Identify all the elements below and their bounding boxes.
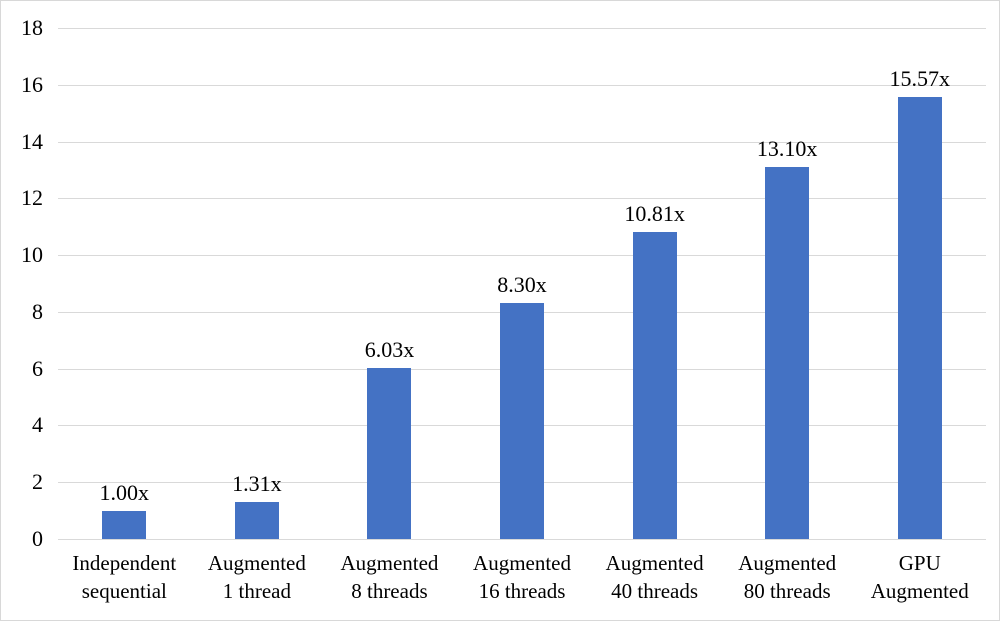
bar: [234, 501, 279, 539]
bar: [897, 97, 942, 539]
bar: [632, 232, 677, 539]
x-tick-label: Independent sequential: [72, 551, 177, 603]
bar-slot: 1.00x: [58, 28, 191, 539]
x-tick-label: Augmented 80 threads: [738, 551, 837, 603]
value-label: 8.30x: [497, 272, 547, 298]
value-label: 10.81x: [624, 201, 685, 227]
value-label: 6.03x: [364, 336, 415, 362]
x-tick-label: Augmented 16 threads: [473, 551, 572, 603]
bar: [500, 303, 545, 539]
gridline: [58, 198, 986, 200]
bars-container: 1.00x 1.31x 6.03x 8.30x 10.81x 13.10x 15.57x: [58, 28, 986, 539]
y-tick-label: 8: [32, 298, 43, 324]
x-axis-line: [58, 539, 986, 540]
x-tick-label: Augmented 8 threads: [340, 551, 439, 603]
y-tick-label: 12: [21, 185, 43, 211]
x-axis: Independent sequential Augmented 1 thread…: [58, 549, 986, 605]
gridline: [58, 84, 986, 86]
value-label: 1.31x: [232, 470, 282, 496]
x-tick-label: Augmented 1 thread: [207, 551, 306, 603]
x-tick-label: Augmented 40 threads: [605, 551, 704, 603]
bar-slot: 15.57x: [853, 28, 986, 539]
gridline: [58, 141, 986, 143]
y-axis: 0 2 4 6 8 10 12 14 16 18: [1, 17, 43, 550]
gridline: [58, 255, 986, 257]
value-label: 1.00x: [99, 479, 150, 505]
gridline: [58, 28, 986, 29]
x-tick-label: GPU Augmented: [870, 551, 969, 603]
y-tick-label: 4: [32, 412, 43, 438]
y-tick-label: 2: [32, 469, 43, 495]
bar: [102, 510, 147, 539]
bar-slot: 13.10x: [721, 28, 854, 539]
bar-slot: 8.30x: [456, 28, 589, 539]
bar-slot: 1.31x: [191, 28, 324, 539]
y-tick-label: 16: [21, 71, 43, 97]
value-label: 15.57x: [889, 66, 951, 91]
bar-slot: 10.81x: [588, 28, 721, 539]
value-label: 13.10x: [756, 136, 818, 162]
y-tick-label: 14: [21, 128, 43, 154]
bar: [765, 167, 810, 539]
y-tick-label: 0: [32, 526, 43, 551]
bar: [367, 367, 412, 539]
y-tick-label: 10: [21, 242, 43, 268]
y-tick-label: 6: [32, 355, 43, 381]
bar-slot: 6.03x: [323, 28, 456, 539]
y-tick-label: 18: [21, 15, 43, 40]
